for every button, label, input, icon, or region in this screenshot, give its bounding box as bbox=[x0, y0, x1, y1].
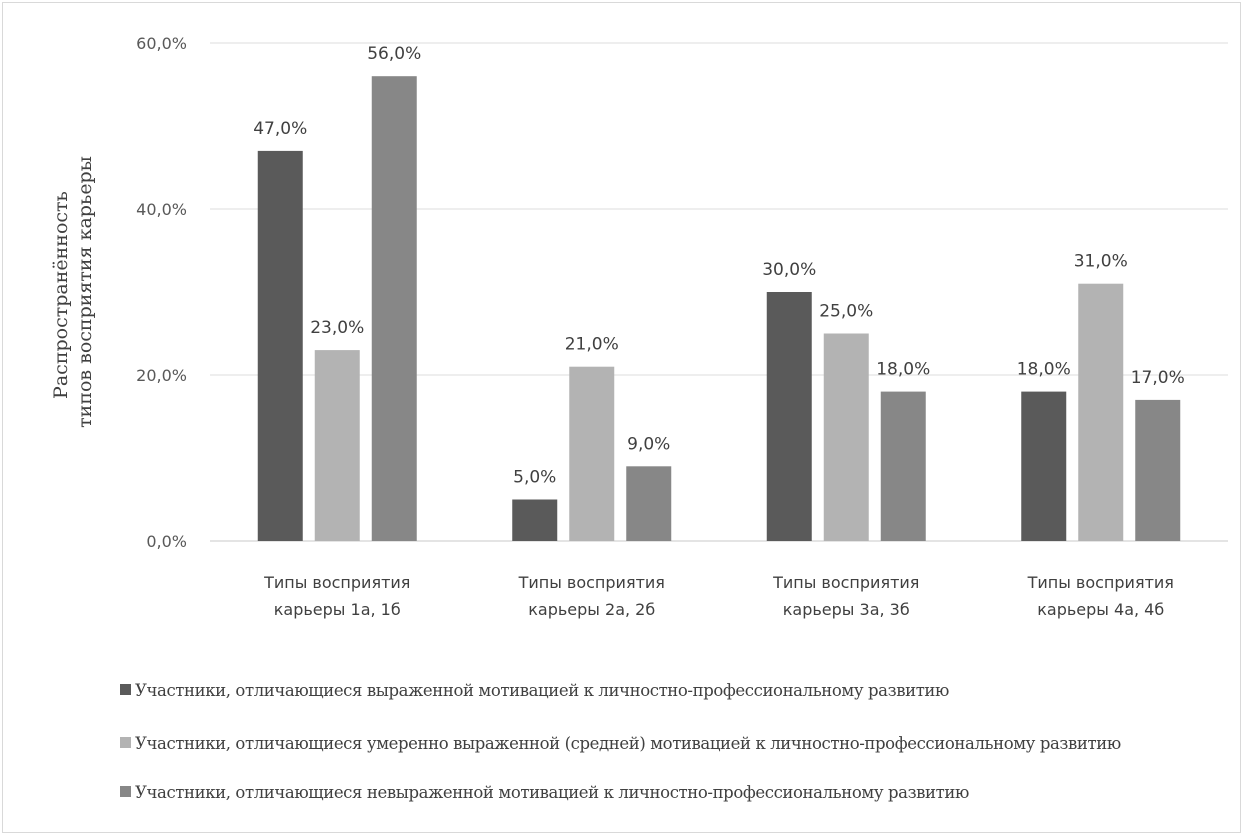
x-category-label-line: Типы восприятия bbox=[1027, 573, 1174, 592]
bar bbox=[512, 499, 558, 541]
legend-label-1: Участники, отличающиеся выраженной мотив… bbox=[135, 681, 949, 700]
bar bbox=[1078, 283, 1124, 541]
data-label: 30,0% bbox=[762, 260, 816, 280]
x-category-label-line: Типы восприятия bbox=[263, 573, 410, 592]
y-axis-label-line-1: Распространённость bbox=[50, 191, 72, 399]
data-label: 47,0% bbox=[253, 119, 307, 139]
legend-swatch-1 bbox=[120, 684, 131, 695]
x-category-label-line: Типы восприятия bbox=[772, 573, 919, 592]
legend-label-2: Участники, отличающиеся умеренно выражен… bbox=[135, 734, 1121, 753]
legend-label-3: Участники, отличающиеся невыраженной мот… bbox=[135, 783, 969, 802]
x-category-label-line: карьеры 3а, 3б bbox=[783, 600, 910, 619]
y-axis-label: Распространённость типов восприятия карь… bbox=[50, 156, 96, 428]
legend-swatch-2 bbox=[120, 737, 131, 748]
data-label: 17,0% bbox=[1131, 368, 1185, 388]
data-label: 25,0% bbox=[819, 302, 873, 322]
y-tick-label: 20,0% bbox=[136, 366, 187, 385]
bar bbox=[371, 76, 417, 541]
legend-item-1: Участники, отличающиеся выраженной мотив… bbox=[120, 679, 1210, 703]
bars bbox=[257, 76, 1181, 541]
bar bbox=[766, 292, 812, 541]
data-label: 18,0% bbox=[1017, 360, 1071, 380]
bar bbox=[1135, 399, 1181, 541]
x-category-label: Типы восприятия карьеры 1а, 1б bbox=[263, 573, 410, 619]
bar bbox=[626, 466, 672, 541]
bar bbox=[569, 366, 615, 541]
data-label: 18,0% bbox=[876, 360, 930, 380]
legend-item-3: Участники, отличающиеся невыраженной мот… bbox=[120, 781, 1210, 805]
x-category-label: Типы восприятия карьеры 3а, 3б bbox=[772, 573, 919, 619]
y-tick-label: 60,0% bbox=[136, 34, 187, 53]
bar-chart: 0,0% 20,0% 40,0% 60,0% 47,0% 23,0% 56,0% 5,0% 2… bbox=[50, 34, 1228, 619]
data-label: 21,0% bbox=[565, 335, 619, 355]
data-label: 5,0% bbox=[513, 468, 556, 488]
y-axis-label-line-2: типов восприятия карьеры bbox=[74, 156, 96, 428]
data-label: 56,0% bbox=[367, 44, 421, 64]
legend-swatch-3 bbox=[120, 786, 131, 797]
data-label: 23,0% bbox=[310, 318, 364, 338]
gridlines bbox=[210, 42, 1228, 542]
y-tick-label: 0,0% bbox=[146, 532, 187, 551]
x-category-label: Типы восприятия карьеры 4а, 4б bbox=[1027, 573, 1174, 619]
data-labels: 47,0% 23,0% 56,0% 5,0% 21,0% 9,0% 30,0% 25,0% 18… bbox=[253, 44, 1185, 487]
bar bbox=[823, 333, 869, 541]
x-category-label-line: карьеры 2а, 2б bbox=[528, 600, 655, 619]
bar bbox=[257, 150, 303, 541]
y-axis-ticks: 0,0% 20,0% 40,0% 60,0% bbox=[136, 34, 187, 551]
bar bbox=[880, 391, 926, 541]
data-label: 9,0% bbox=[627, 434, 670, 454]
y-tick-label: 40,0% bbox=[136, 200, 187, 219]
x-category-label-line: карьеры 4а, 4б bbox=[1037, 600, 1164, 619]
x-category-label-line: карьеры 1а, 1б bbox=[274, 600, 401, 619]
bar bbox=[1021, 391, 1067, 541]
x-category-label: Типы восприятия карьеры 2а, 2б bbox=[518, 573, 665, 619]
legend-item-2: Участники, отличающиеся умеренно выражен… bbox=[120, 732, 1210, 756]
data-label: 31,0% bbox=[1074, 252, 1128, 272]
x-category-label-line: Типы восприятия bbox=[518, 573, 665, 592]
bar bbox=[314, 350, 360, 541]
